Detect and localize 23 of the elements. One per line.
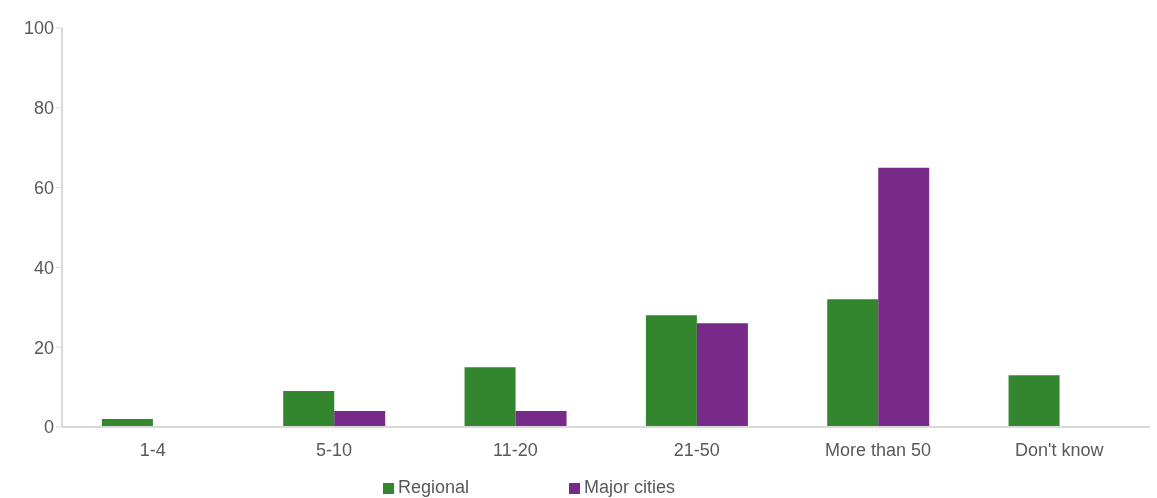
bar xyxy=(515,411,567,427)
x-tick-label: 21-50 xyxy=(673,439,720,460)
y-tick-label: 20 xyxy=(33,337,54,358)
bar xyxy=(1008,375,1060,427)
bar xyxy=(696,323,748,427)
y-tick-label: 100 xyxy=(23,18,54,39)
x-tick-label: 11-20 xyxy=(492,439,538,460)
x-tick-label: 1-4 xyxy=(139,439,166,460)
bar xyxy=(283,391,335,427)
bar xyxy=(827,299,879,427)
x-tick-label: 5-10 xyxy=(315,439,353,460)
y-tick-label: 60 xyxy=(33,177,54,198)
legend-label: Regional xyxy=(397,477,470,497)
y-tick-label: 0 xyxy=(43,417,54,438)
legend-label: Major cities xyxy=(584,477,676,497)
x-tick-label: Don't know xyxy=(1015,439,1105,460)
bar xyxy=(878,167,930,427)
x-tick-label: More than 50 xyxy=(824,439,932,460)
bar xyxy=(464,367,516,427)
y-tick-label: 80 xyxy=(33,98,54,119)
y-tick-label: 40 xyxy=(33,257,54,278)
bar xyxy=(334,411,386,427)
bar xyxy=(645,315,697,427)
